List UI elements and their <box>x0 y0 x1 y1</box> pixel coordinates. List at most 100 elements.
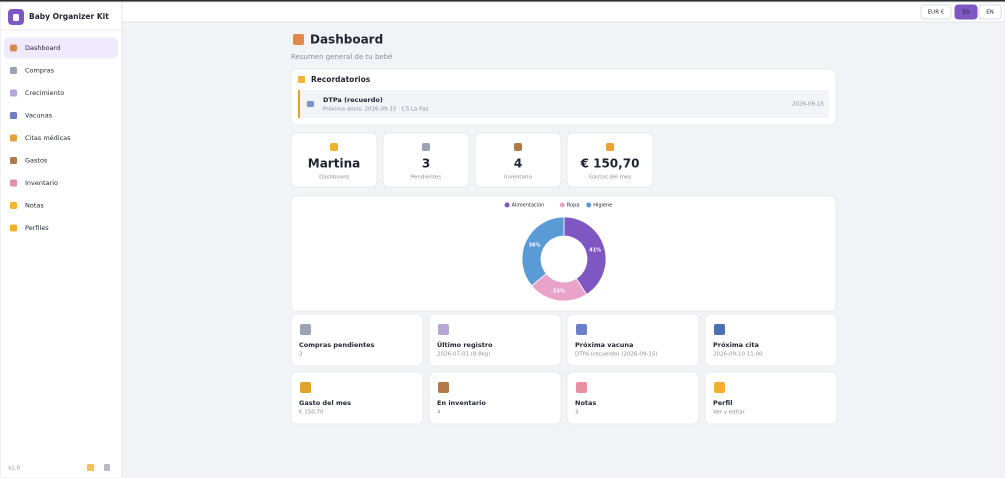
card-title: Próxima cita <box>713 341 759 349</box>
nav-item[interactable]: Dashboard <box>4 37 118 59</box>
reminder-detail: Próxima dosis: 2026-09-15 · CS La Paz <box>323 106 428 113</box>
nav-icon <box>10 89 17 97</box>
stat-icon <box>422 143 430 151</box>
quick-card[interactable]: Perfil Ver y editar <box>704 371 838 425</box>
nav-item[interactable]: Crecimiento <box>10 89 64 97</box>
nav-label: Citas médicas <box>25 134 71 142</box>
legend-label: Alimentación <box>512 202 545 209</box>
brand: Baby Organizer Kit <box>29 12 109 21</box>
reminder-title: DTPa (recuerdo) <box>323 96 383 104</box>
stat-value: Martina <box>308 157 360 171</box>
legend-swatch <box>504 202 510 208</box>
stat-card: 3 Pendientes <box>382 132 470 188</box>
quick-card[interactable]: Último registro 2026-07-01 (8.8kg) <box>428 313 562 367</box>
legend-label: Ropa <box>567 203 580 209</box>
nav-item[interactable]: Perfiles <box>10 224 49 232</box>
stat-bg <box>382 132 470 188</box>
folder-button[interactable] <box>87 464 94 471</box>
nav-label: Perfiles <box>25 224 49 232</box>
reminder[interactable]: DTPa (recuerdo) Próxima dosis: 2026-09-15… <box>298 90 829 118</box>
card-icon <box>576 382 587 393</box>
slice-label: 41% <box>589 247 601 253</box>
nav-label: Gastos <box>25 157 48 165</box>
language-button[interactable]: ES <box>954 4 978 20</box>
sidebar <box>0 1 123 478</box>
card-detail: Ver y editar <box>713 410 746 416</box>
stat-icon <box>514 143 522 151</box>
language-bg <box>954 4 978 20</box>
quick-card[interactable]: Próxima cita 2026-09-10 11:00 <box>704 313 838 367</box>
card-bg <box>290 313 424 367</box>
topbar <box>121 1 1005 23</box>
card-icon <box>576 324 587 335</box>
card-bg <box>290 371 424 425</box>
window-edge <box>0 0 1005 2</box>
reminder-icon <box>307 101 314 107</box>
nav-label: Dashboard <box>25 44 60 52</box>
card-bg <box>428 371 562 425</box>
card-bg <box>704 371 838 425</box>
stat-icon <box>330 143 338 151</box>
version: v1.0 <box>8 466 21 472</box>
trash-button[interactable] <box>104 464 110 471</box>
card-title: Perfil <box>713 399 732 407</box>
donut-slice <box>563 216 607 296</box>
card-detail: 3 <box>299 352 303 358</box>
nav-item[interactable]: Compras <box>10 67 55 75</box>
card-title: Último registro <box>437 340 493 349</box>
chart-card <box>290 195 837 312</box>
language-bg <box>978 4 1002 20</box>
stat-value: 4 <box>514 157 522 171</box>
donut-slice <box>521 216 565 287</box>
stat-label: Gastos del mes <box>589 175 632 181</box>
card-icon <box>714 324 725 335</box>
quick-card[interactable]: Gasto del mes € 150,70 <box>290 371 424 425</box>
page-title: Dashboard <box>310 33 383 47</box>
card-detail: 3 <box>575 410 579 416</box>
subtitle: Resumen general de tu bebé <box>291 53 392 61</box>
nav-item[interactable]: Inventario <box>10 179 58 187</box>
stat-label: Pendientes <box>411 175 441 181</box>
nav-icon <box>10 67 17 74</box>
legend-label: Higiene <box>593 203 612 209</box>
card-bg <box>428 313 562 367</box>
brand-logo-glyph <box>13 14 19 21</box>
nav-label: Vacunas <box>25 112 53 120</box>
quick-card[interactable]: Compras pendientes 3 <box>290 313 424 367</box>
card-bg <box>566 371 700 425</box>
reminder-date: 2026-09-15 <box>792 102 824 108</box>
quick-card[interactable]: En inventario 4 <box>428 371 562 425</box>
card-title: Próxima vacuna <box>575 341 633 349</box>
language-button[interactable]: EN <box>978 4 1002 20</box>
nav-active <box>4 37 118 59</box>
nav-icon <box>10 179 17 187</box>
reminders-title: Recordatorios <box>311 75 371 84</box>
reminder-accent <box>298 90 300 118</box>
stat-bg <box>474 132 562 188</box>
stat-value: € 150,70 <box>580 157 640 171</box>
slice-label: 23% <box>553 289 565 295</box>
card-detail: 2026-07-01 (8.8kg) <box>437 352 490 358</box>
nav-item[interactable]: Vacunas <box>10 112 53 120</box>
stat-card: Martina Dashboard <box>290 132 378 188</box>
nav-item[interactable]: Notas <box>10 202 44 210</box>
stat-bg <box>290 132 378 188</box>
title-icon <box>293 34 304 45</box>
nav-icon <box>10 202 17 209</box>
card-icon <box>300 324 311 335</box>
currency: EUR € <box>928 10 945 16</box>
card-detail: DTPa (recuerdo) (2026-09-15) <box>575 352 658 358</box>
quick-card[interactable]: Próxima vacuna DTPa (recuerdo) (2026-09-1… <box>566 313 700 367</box>
currency-button[interactable]: EUR € <box>920 4 952 20</box>
nav-label: Crecimiento <box>25 89 64 97</box>
legend-swatch <box>559 202 565 208</box>
nav-item[interactable]: Gastos <box>10 157 48 165</box>
card-detail: 4 <box>437 410 441 416</box>
language: ES <box>963 10 970 16</box>
card-title: Notas <box>575 399 596 407</box>
nav-label: Compras <box>25 67 55 75</box>
nav-item[interactable]: Citas médicas <box>10 134 71 142</box>
quick-card[interactable]: Notas 3 <box>566 371 700 425</box>
